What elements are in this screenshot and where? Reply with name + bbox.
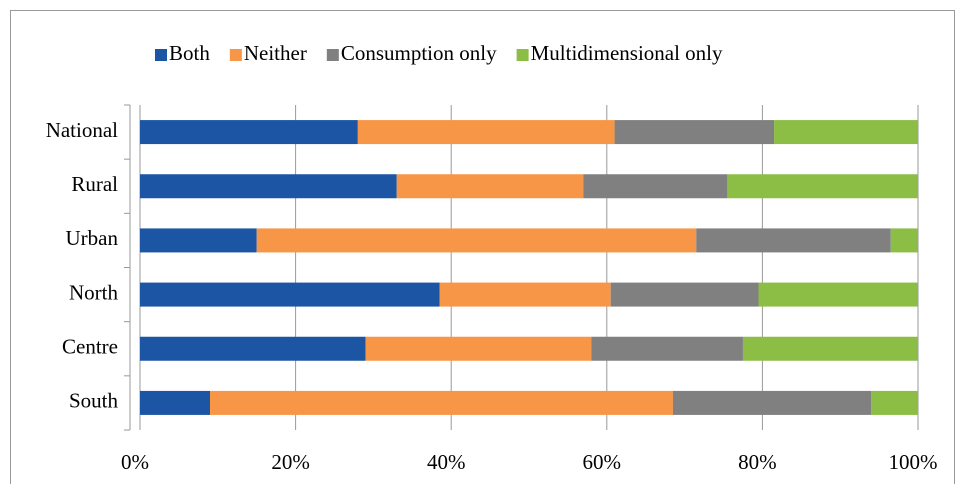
legend-label: Consumption only — [341, 41, 497, 65]
x-tick-label: 20% — [271, 450, 310, 474]
y-tick-label: National — [46, 118, 118, 142]
bar-segment — [439, 282, 611, 307]
bar-segment — [365, 336, 592, 361]
y-tick-label: North — [69, 280, 118, 304]
y-tick-label: Rural — [71, 172, 118, 196]
y-tick-label: Urban — [66, 226, 119, 250]
x-tick-label: 0% — [121, 450, 149, 474]
legend-swatch — [229, 49, 242, 61]
bar-segment — [357, 120, 615, 145]
x-tick-label: 60% — [583, 450, 622, 474]
legend-label: Multidimensional only — [531, 41, 723, 65]
x-tick-label: 80% — [738, 450, 777, 474]
legend-label: Neither — [244, 41, 307, 65]
bar-segment — [890, 228, 918, 253]
legend-swatch — [516, 49, 529, 61]
legend-swatch — [155, 49, 167, 61]
bar-segment — [140, 282, 440, 307]
bar-segment — [140, 174, 397, 199]
bar-segment — [256, 228, 697, 253]
bar-segment — [140, 336, 366, 361]
legend-label: Both — [169, 41, 210, 65]
bar-segment — [774, 120, 918, 145]
bar-segment — [871, 390, 918, 415]
y-tick-label: Centre — [62, 335, 118, 359]
bar-segment — [727, 174, 918, 199]
bar-segment — [742, 336, 918, 361]
bar-segment — [140, 228, 257, 253]
x-tick-label: 100% — [889, 450, 938, 474]
bar-segment — [614, 120, 775, 145]
bar-segment — [591, 336, 743, 361]
bar-segment — [610, 282, 759, 307]
bar-segment — [140, 390, 211, 415]
y-tick-label: South — [69, 389, 119, 413]
bar-segment — [583, 174, 728, 199]
bar-segment — [210, 390, 673, 415]
legend-swatch — [326, 49, 339, 61]
bar-segment — [758, 282, 918, 307]
x-tick-label: 40% — [427, 450, 466, 474]
bar-segment — [672, 390, 872, 415]
chart-frame — [10, 10, 955, 484]
bar-segment — [140, 120, 358, 145]
bar-segment — [396, 174, 584, 199]
bar-segment — [696, 228, 891, 253]
